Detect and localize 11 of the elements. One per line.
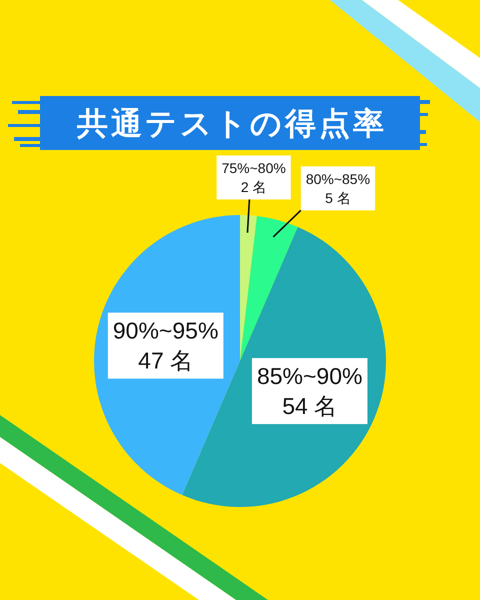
chart-title: 共通テストの得点率 [76,106,387,142]
slice-label: 80%~85% [306,170,370,187]
data-label: 54 名 [282,393,338,420]
data-label: 47 名 [138,348,194,374]
data-label: 5 名 [325,190,351,206]
slice-label: 85%~90% [256,363,362,390]
pie-slice [240,216,298,361]
slice-label: 90%~95% [112,318,218,344]
data-label: 2 名 [240,178,267,195]
pie-slice [240,215,257,361]
slice-label: 75%~80% [222,160,286,176]
